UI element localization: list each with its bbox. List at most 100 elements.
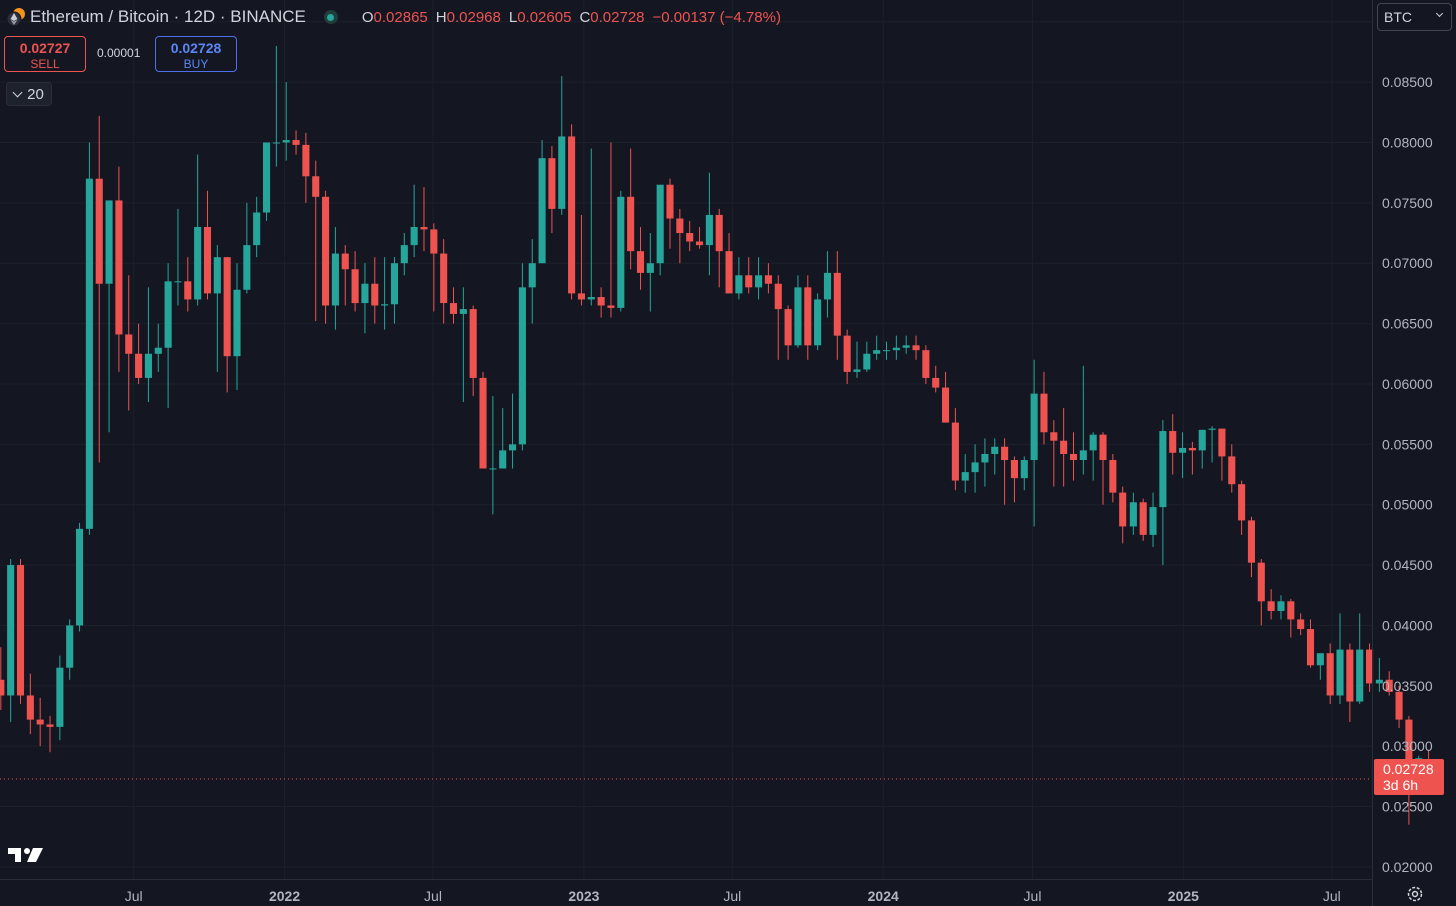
candle-body	[36, 719, 44, 725]
price-tick-label: 0.02500	[1382, 799, 1433, 815]
candle	[1336, 613, 1344, 704]
candle	[76, 522, 84, 632]
candle-body	[922, 350, 930, 378]
candle-body	[203, 226, 212, 294]
candle	[400, 233, 408, 276]
candle	[617, 190, 625, 312]
candle-body	[115, 200, 123, 335]
candle	[1365, 643, 1374, 692]
candle-body	[1119, 492, 1127, 527]
candle	[814, 293, 822, 351]
candle	[764, 263, 772, 294]
candle-body	[538, 158, 546, 264]
candle	[863, 341, 871, 372]
time-axis[interactable]: Jul 2022 Jul 2023 Jul 2024 Jul 2025 Jul	[125, 888, 1341, 904]
candle-body	[1238, 484, 1246, 521]
candle-body	[715, 214, 723, 252]
candle	[194, 154, 202, 306]
candle	[1198, 429, 1206, 469]
candle-body	[833, 272, 841, 336]
bar-countdown: 3d 6h	[1383, 777, 1419, 793]
candle-body	[863, 353, 871, 370]
candle-body	[66, 625, 74, 668]
candle-body	[1287, 601, 1295, 620]
price-tick-label: 0.02000	[1382, 859, 1433, 875]
candle	[322, 190, 330, 324]
candle-body	[154, 347, 162, 354]
candle	[607, 142, 615, 318]
candle	[991, 438, 999, 475]
candle	[164, 263, 172, 409]
buy-price: 0.02728	[170, 40, 222, 56]
candle	[666, 178, 674, 249]
candle-body	[774, 283, 782, 310]
candle	[1060, 408, 1068, 487]
price-tick-label: 0.07500	[1382, 195, 1433, 211]
candle-body	[312, 176, 320, 197]
candle	[272, 45, 280, 167]
spread-value: 0.00001	[97, 46, 141, 60]
candle	[509, 393, 517, 469]
candle-body	[676, 218, 684, 234]
candle-body	[449, 303, 458, 314]
candle	[184, 257, 192, 312]
candle-body	[617, 196, 625, 308]
candle-body	[1089, 434, 1097, 451]
candle-body	[0, 679, 5, 696]
candle-body	[469, 309, 477, 378]
currency-select-value: BTC	[1384, 9, 1412, 25]
market-status-icon[interactable]	[323, 10, 338, 24]
settings-icon[interactable]	[1405, 884, 1425, 904]
candle-body	[627, 196, 635, 252]
candle-body	[1316, 653, 1324, 666]
price-tick-label: 0.05500	[1382, 436, 1433, 452]
candle	[1188, 441, 1196, 475]
candle-body	[1247, 520, 1255, 563]
currency-select[interactable]: BTC	[1377, 3, 1452, 31]
candle	[1218, 428, 1226, 481]
symbol-title[interactable]: Ethereum / Bitcoin · 12D · BINANCE	[30, 7, 306, 26]
sell-button[interactable]: 0.02727 SELL	[4, 36, 86, 72]
candle-body	[902, 345, 910, 348]
candle-body	[804, 287, 812, 346]
candle-body	[1208, 428, 1216, 430]
candle	[26, 673, 34, 735]
candle-body	[361, 283, 369, 304]
chevron-down-icon	[1435, 9, 1444, 18]
buy-button[interactable]: 0.02728 BUY	[155, 36, 237, 72]
candle-body	[843, 335, 851, 372]
candle-body	[253, 212, 261, 246]
candle	[410, 184, 418, 258]
candle	[627, 148, 635, 270]
candle-body	[164, 281, 172, 348]
price-tick-label: 0.06500	[1382, 316, 1433, 332]
candle-body	[1010, 460, 1018, 479]
chevron-down-icon	[12, 87, 23, 97]
tradingview-logo-icon[interactable]	[8, 845, 44, 865]
candle-body	[1306, 629, 1315, 666]
candle-body	[46, 724, 54, 727]
candle	[0, 647, 5, 710]
candle-body	[1365, 649, 1374, 684]
indicator-toggle-button[interactable]: 20	[6, 82, 52, 106]
candle-body	[243, 245, 251, 290]
candle-body	[7, 565, 15, 696]
candle	[686, 220, 694, 252]
candle-body	[971, 462, 979, 473]
candle	[1119, 486, 1127, 544]
price-tick-label: 0.04500	[1382, 557, 1433, 573]
candle	[794, 275, 802, 348]
time-tick-label: Jul	[1024, 888, 1042, 904]
candle-body	[174, 281, 182, 283]
candle-body	[518, 287, 526, 445]
candle	[1257, 559, 1265, 626]
candle	[873, 335, 881, 360]
candle	[233, 263, 241, 390]
candle	[1069, 432, 1078, 481]
candle-body	[695, 241, 704, 246]
price-axis[interactable]: 0.090000.085000.080000.075000.070000.065…	[1382, 14, 1433, 875]
candle-body	[1040, 393, 1048, 433]
candle-body	[1356, 649, 1364, 702]
eth-btc-logo-icon	[6, 7, 26, 27]
